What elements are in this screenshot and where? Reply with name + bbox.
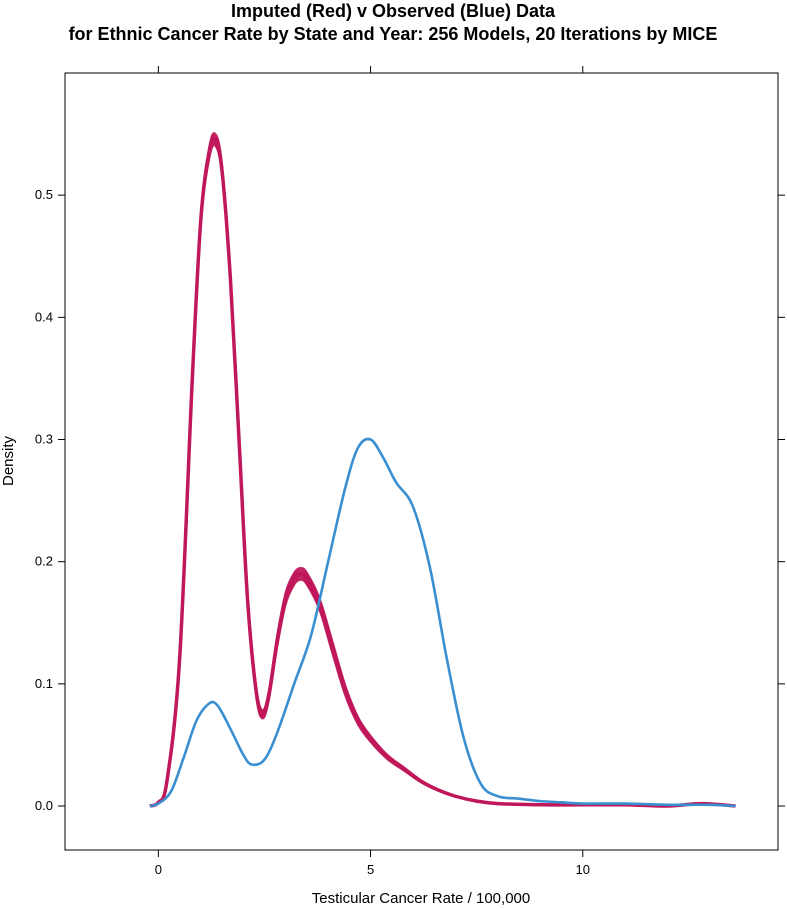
axis-ticks: 0 5 10 0.0 0.1 0.2 0.3 0.4 0.5	[35, 66, 785, 877]
x-tick-label: 0	[155, 862, 162, 877]
x-axis-label: Testicular Cancer Rate / 100,000	[312, 890, 530, 907]
imputed-series-line	[149, 136, 736, 808]
plot-frame	[64, 72, 779, 851]
series-lines	[149, 131, 736, 808]
y-tick-label: 0.5	[35, 187, 53, 202]
imputed-series-line	[149, 140, 736, 808]
observed-series-line	[149, 437, 736, 808]
y-tick-label: 0.2	[35, 554, 53, 569]
x-tick-label: 10	[576, 862, 590, 877]
imputed-series-line	[149, 133, 736, 808]
imputed-series-line	[149, 131, 736, 808]
x-tick-label: 5	[367, 862, 374, 877]
imputed-series-line	[149, 143, 736, 808]
imputed-series-line	[149, 137, 736, 808]
imputed-series-line	[149, 134, 736, 808]
y-tick-label: 0.3	[35, 432, 53, 447]
chart-title-line1: Imputed (Red) v Observed (Blue) Data	[231, 1, 556, 21]
y-tick-label: 0.0	[35, 798, 53, 813]
chart-title-line2: for Ethnic Cancer Rate by State and Year…	[69, 24, 718, 44]
y-tick-label: 0.1	[35, 676, 53, 691]
imputed-series-line	[149, 137, 736, 808]
imputed-series-line	[149, 139, 736, 808]
y-axis-label: Density	[0, 435, 17, 486]
y-tick-label: 0.4	[35, 309, 53, 324]
imputed-series-line	[149, 142, 736, 808]
